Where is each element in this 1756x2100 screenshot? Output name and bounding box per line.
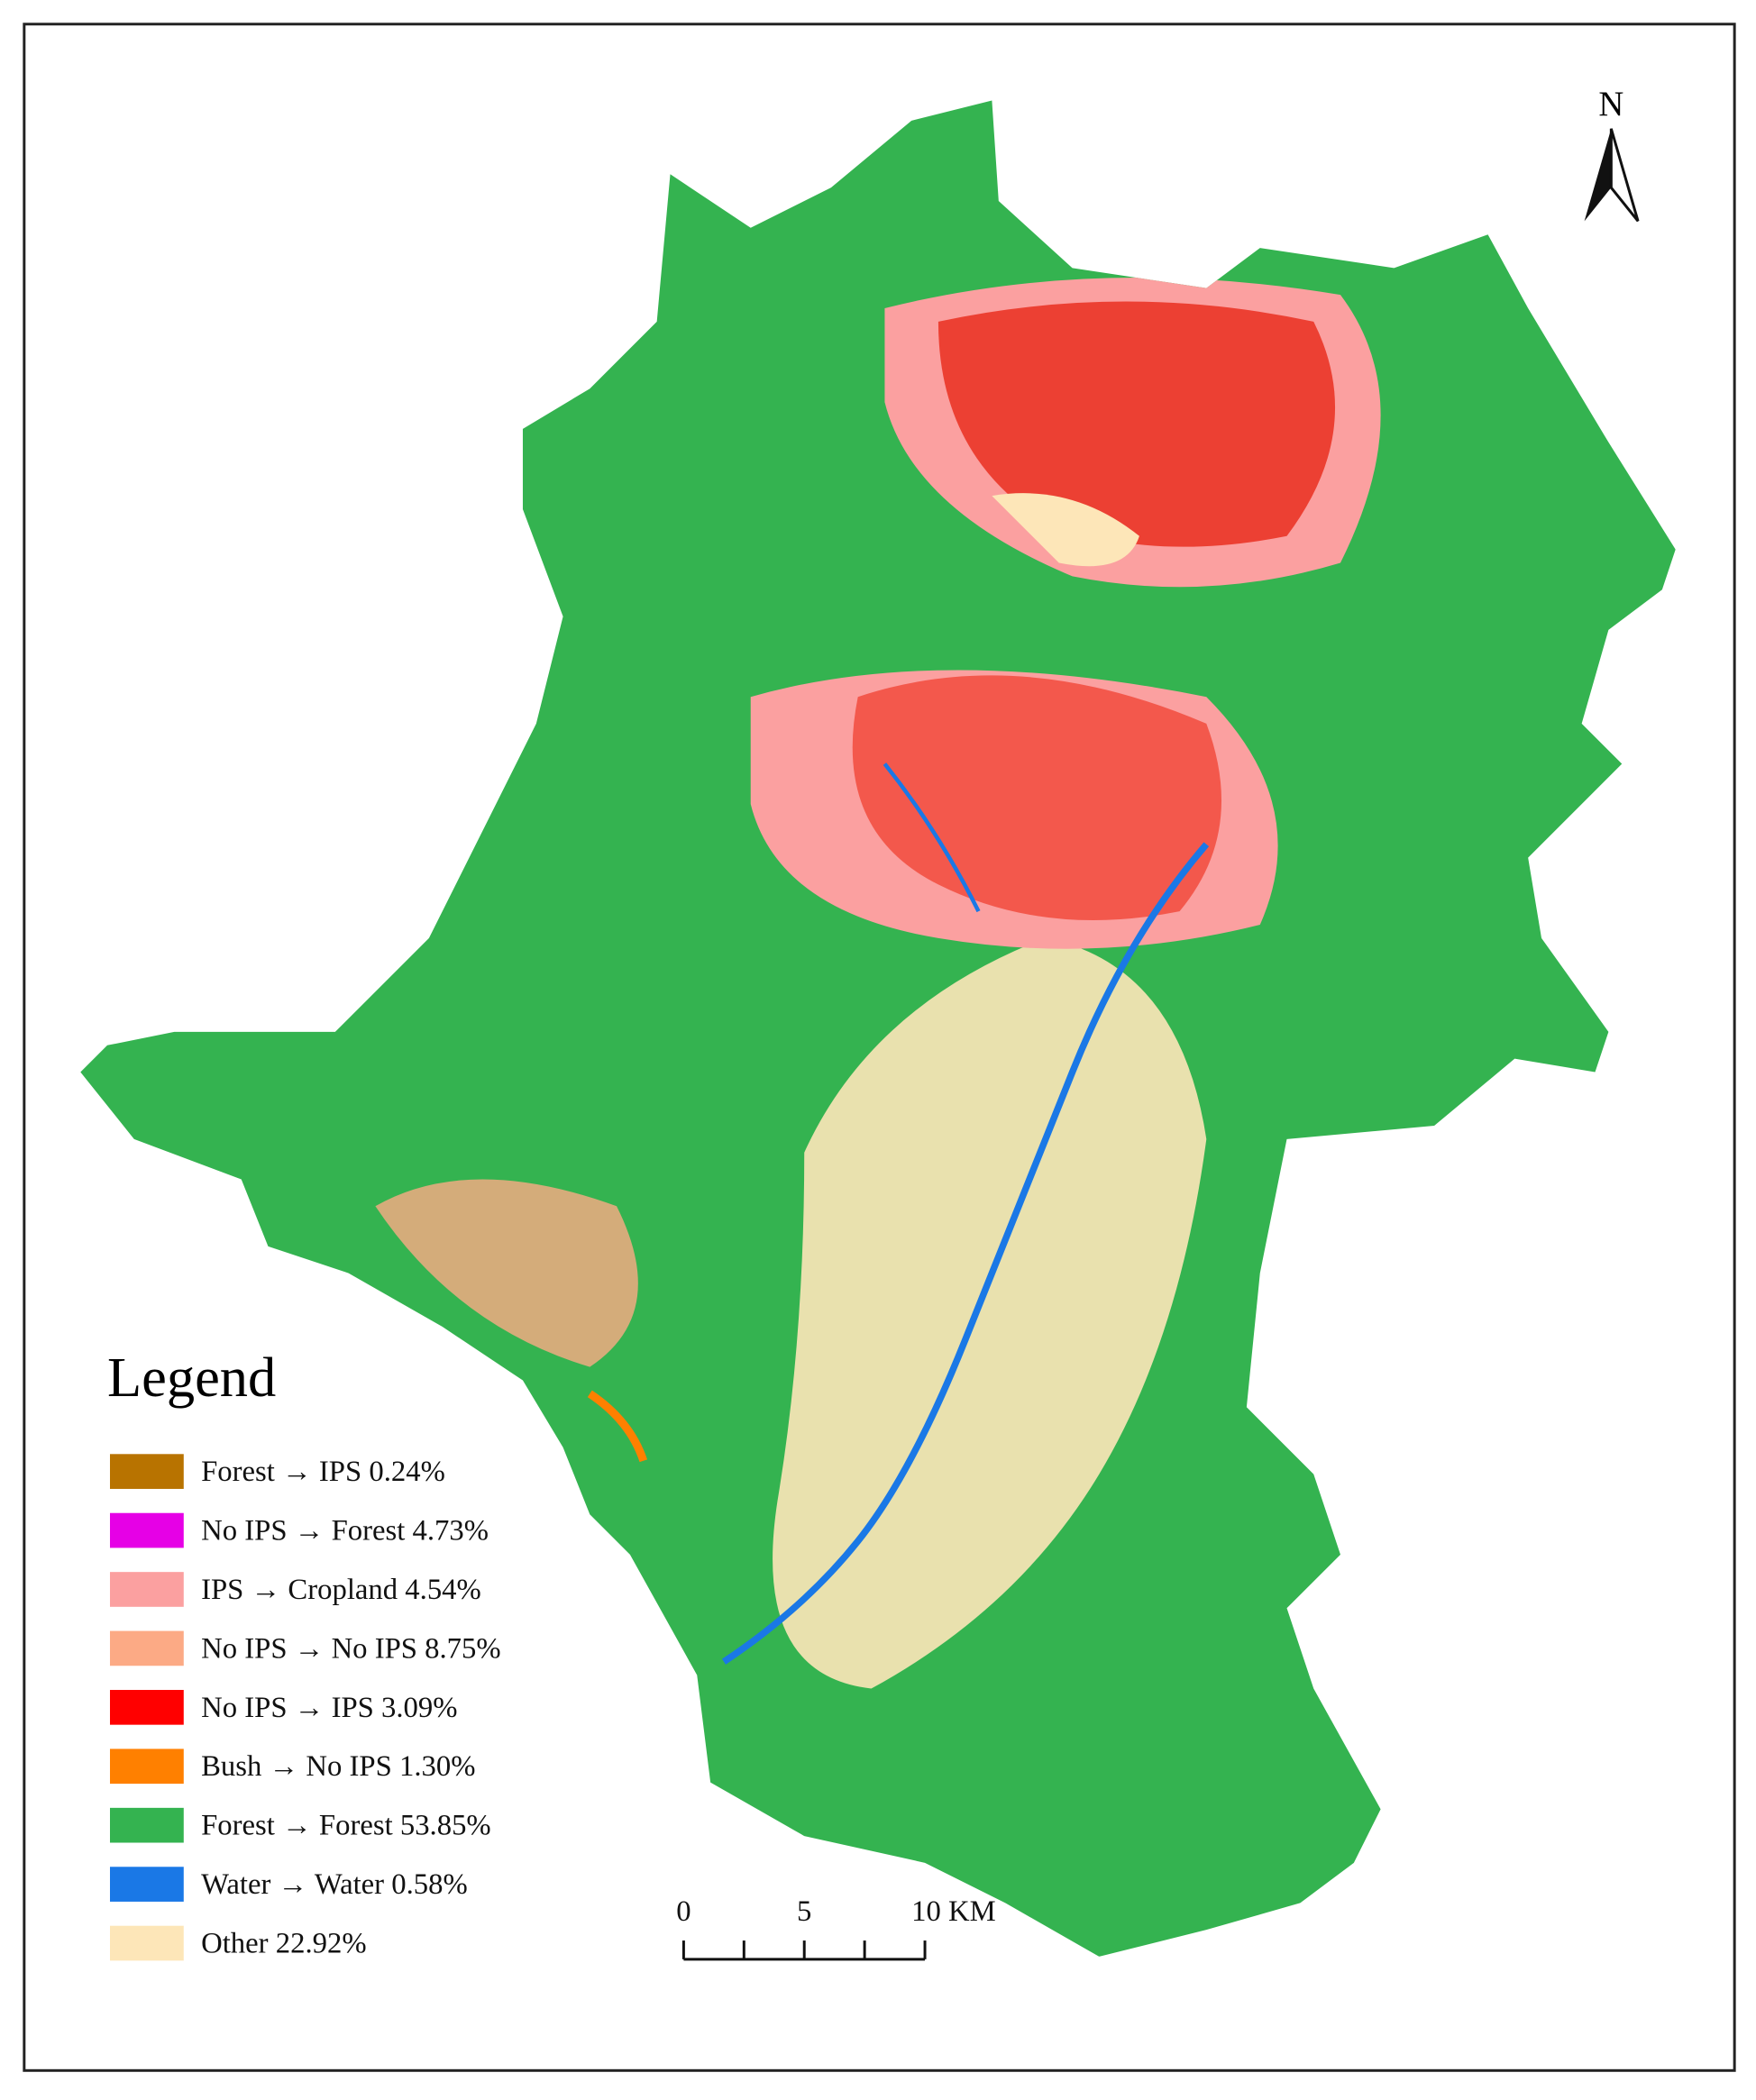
scale-label: 0 — [676, 1895, 691, 1928]
legend-swatch — [109, 1748, 184, 1785]
legend-label: Water → Water 0.58% — [201, 1868, 468, 1901]
legend-swatch — [109, 1690, 184, 1725]
legend-swatch — [109, 1807, 184, 1843]
legend-label: Forest → IPS 0.24% — [201, 1456, 445, 1488]
scale-bar: 0 5 10 KM — [676, 1895, 996, 1961]
arrow-right — [1609, 128, 1640, 223]
legend-swatch — [109, 1925, 184, 1961]
legend-swatch — [109, 1867, 184, 1902]
legend-label: Bush → No IPS 1.30% — [201, 1750, 475, 1783]
legend-swatch — [109, 1630, 184, 1666]
scale-label: 10 KM — [911, 1895, 996, 1928]
legend: Legend Forest → IPS 0.24% No IPS → Forest… — [107, 1346, 501, 1961]
arrow-left — [1584, 128, 1612, 222]
legend-swatch — [109, 1454, 184, 1489]
legend-swatch — [109, 1572, 184, 1607]
north-label: N — [1598, 86, 1623, 123]
legend-label: Forest → Forest 53.85% — [201, 1810, 491, 1842]
legend-label: No IPS → No IPS 8.75% — [201, 1632, 501, 1665]
north-arrow: N — [1584, 86, 1640, 223]
legend-label: Other 22.92% — [201, 1928, 366, 1960]
legend-label: No IPS → IPS 3.09% — [201, 1692, 457, 1724]
legend-label: IPS → Cropland 4.54% — [201, 1574, 481, 1606]
scale-label: 5 — [797, 1895, 811, 1928]
legend-label: No IPS → Forest 4.73% — [201, 1515, 489, 1548]
legend-swatch — [109, 1512, 184, 1548]
legend-title: Legend — [107, 1346, 276, 1409]
